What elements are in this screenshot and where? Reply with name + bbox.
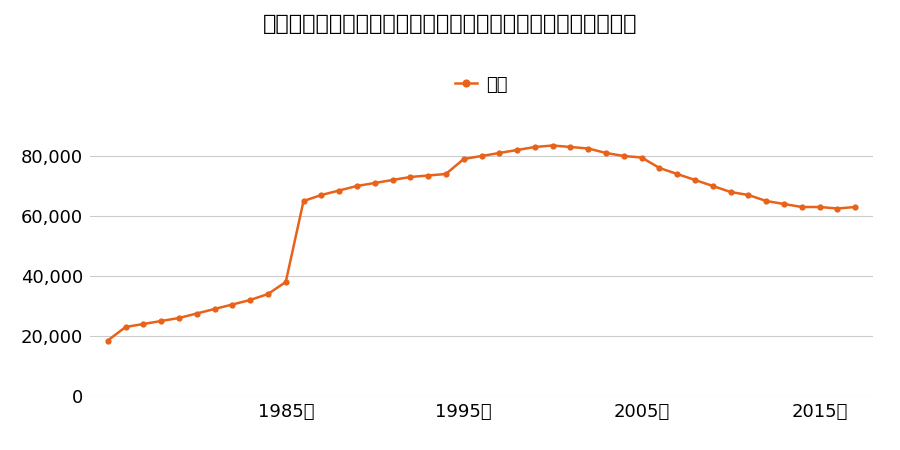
価格: [369, 180, 380, 186]
価格: [103, 338, 113, 343]
価格: [832, 206, 842, 211]
価格: [476, 153, 487, 159]
価格: [814, 204, 825, 210]
Line: 価格: 価格: [104, 142, 859, 344]
価格: [796, 204, 807, 210]
価格: [156, 318, 166, 324]
価格: [440, 171, 451, 177]
Legend: 価格: 価格: [455, 76, 508, 94]
価格: [547, 143, 558, 148]
価格: [245, 297, 256, 303]
価格: [192, 311, 202, 316]
価格: [138, 321, 148, 327]
価格: [387, 177, 398, 183]
価格: [583, 146, 594, 151]
価格: [743, 192, 754, 198]
価格: [227, 302, 238, 307]
価格: [352, 183, 363, 189]
価格: [281, 279, 292, 285]
価格: [458, 156, 469, 162]
価格: [778, 201, 789, 207]
価格: [529, 144, 540, 150]
価格: [174, 315, 184, 321]
価格: [423, 173, 434, 178]
価格: [654, 165, 665, 171]
価格: [316, 192, 327, 198]
価格: [565, 144, 576, 150]
価格: [618, 153, 629, 159]
価格: [405, 174, 416, 180]
価格: [334, 188, 345, 193]
Text: 福岡県北九州市小倉南区大字葛原字高松７４４番４の地価推移: 福岡県北九州市小倉南区大字葛原字高松７４４番４の地価推移: [263, 14, 637, 33]
価格: [707, 183, 718, 189]
価格: [263, 291, 274, 297]
価格: [512, 147, 523, 153]
価格: [600, 150, 611, 156]
価格: [494, 150, 505, 156]
価格: [850, 204, 860, 210]
価格: [725, 189, 736, 195]
価格: [209, 306, 220, 312]
価格: [689, 177, 700, 183]
価格: [671, 171, 682, 177]
価格: [121, 324, 131, 330]
価格: [760, 198, 771, 204]
価格: [298, 198, 309, 204]
価格: [636, 155, 647, 160]
